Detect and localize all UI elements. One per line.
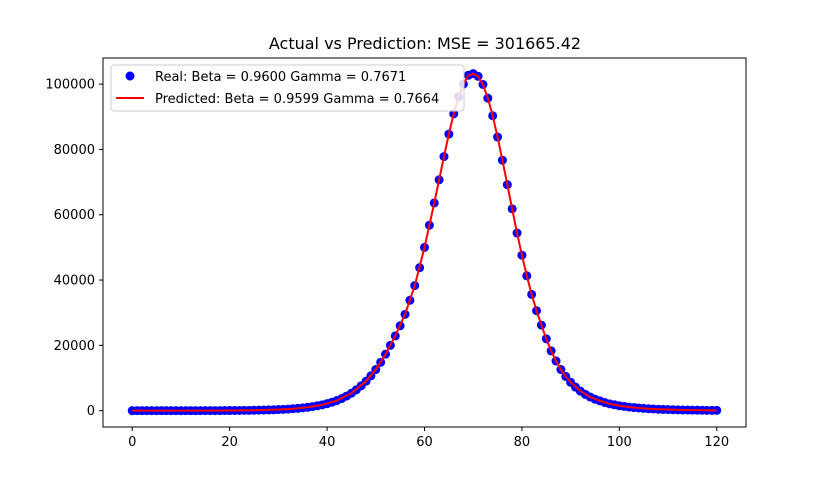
x-tick-label: 60 bbox=[416, 435, 433, 450]
chart-title: Actual vs Prediction: MSE = 301665.42 bbox=[269, 34, 581, 53]
plot-marks bbox=[127, 69, 722, 416]
x-tick-label: 100 bbox=[607, 435, 632, 450]
y-axis: 0 20000 40000 60000 80000 100000 bbox=[45, 78, 103, 419]
y-tick-label: 20000 bbox=[54, 339, 95, 354]
y-tick-label: 0 bbox=[87, 404, 95, 419]
legend-box bbox=[110, 64, 465, 112]
x-tick-label: 20 bbox=[221, 435, 238, 450]
x-tick-label: 0 bbox=[128, 435, 136, 450]
x-tick-label: 40 bbox=[319, 435, 336, 450]
y-tick-label: 100000 bbox=[45, 78, 95, 93]
x-tick-label: 80 bbox=[514, 435, 531, 450]
x-tick-label: 120 bbox=[704, 435, 729, 450]
legend-marker-real bbox=[125, 71, 135, 81]
legend-label-predicted: Predicted: Beta = 0.9599 Gamma = 0.7664 bbox=[155, 92, 439, 107]
y-tick-label: 60000 bbox=[54, 208, 95, 223]
y-tick-label: 40000 bbox=[54, 274, 95, 289]
x-axis: 0 20 40 60 80 100 120 bbox=[128, 427, 729, 450]
legend-label-real: Real: Beta = 0.9600 Gamma = 0.7671 bbox=[155, 70, 406, 85]
predicted-line bbox=[132, 72, 717, 412]
legend: Real: Beta = 0.9600 Gamma = 0.7671 Predi… bbox=[110, 64, 465, 112]
y-tick-label: 80000 bbox=[54, 143, 95, 158]
real-data-point bbox=[712, 405, 722, 415]
